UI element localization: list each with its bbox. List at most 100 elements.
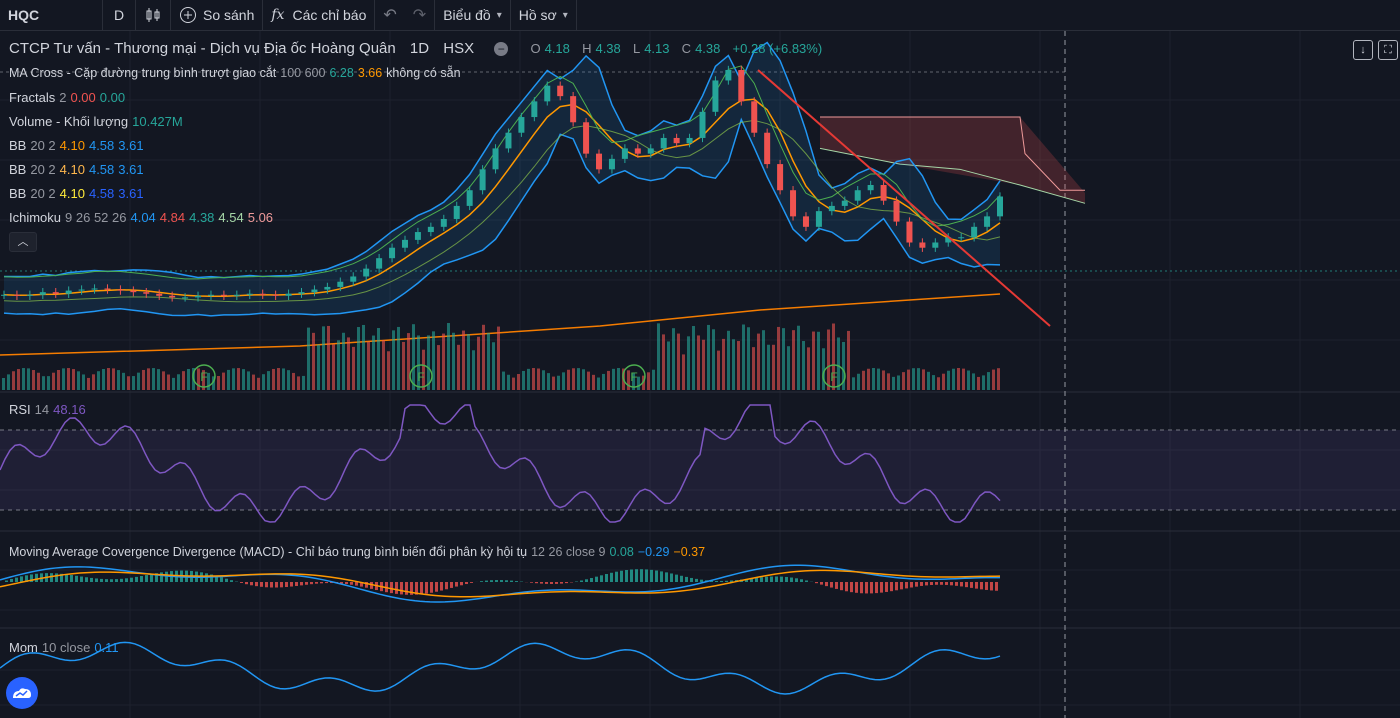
macd-histogram-bar [60, 573, 63, 582]
macd-histogram-value: 0.08 [609, 545, 634, 559]
macd-histogram-bar [855, 582, 858, 593]
volume-bar [817, 331, 820, 390]
volume-bar [207, 372, 210, 390]
candle-body [182, 297, 189, 299]
volume-bar [567, 369, 570, 390]
interval-button[interactable]: D [113, 7, 125, 23]
candle-body [376, 258, 383, 269]
macd-histogram-bar [710, 580, 713, 582]
macd-histogram-bar [700, 579, 703, 582]
macd-histogram-bar [55, 573, 58, 582]
legend-volume[interactable]: Volume - Khối lượng 10.427M [9, 114, 187, 129]
macd-histogram-bar [555, 582, 558, 584]
bb-lower: 3.61 [118, 162, 144, 177]
volume-bar [92, 374, 95, 390]
volume-bar [932, 375, 935, 390]
symbol-interval: 1D [409, 40, 430, 57]
candle-body [350, 276, 357, 282]
legend-ichimoku[interactable]: Ichimoku 9 26 52 26 4.04 4.84 4.38 4.54 5.06 [9, 210, 277, 225]
volume-bar [702, 339, 705, 390]
indicators-button[interactable]: fx Các chỉ báo [263, 0, 374, 30]
candle-body [259, 293, 266, 295]
fractals-name: Fractals [9, 90, 56, 105]
candle-body [65, 290, 72, 294]
bb-name: BB [9, 162, 27, 177]
volume-bar [832, 323, 835, 390]
candle-body [647, 148, 654, 154]
bb-lower-line [3, 117, 1001, 317]
macd-histogram-bar [690, 577, 693, 582]
macd-histogram-bar [315, 582, 318, 584]
macd-histogram-bar [940, 582, 943, 585]
volume-bar [827, 329, 830, 390]
macd-histogram-bar [470, 582, 473, 583]
compare-button[interactable]: So sánh [171, 0, 262, 30]
macd-histogram-bar [955, 582, 958, 586]
ichimoku-lagging-line [3, 65, 1001, 280]
macd-histogram-bar [280, 582, 283, 588]
candle-body [596, 153, 603, 170]
volume-bar [992, 369, 995, 390]
legend-fractals[interactable]: Fractals 2 0.00 0.00 [9, 90, 129, 105]
volume-bar [87, 377, 90, 390]
legend-ma-cross[interactable]: MA Cross - Cặp đường trung bình trượt gi… [9, 66, 465, 80]
volume-bar [242, 369, 245, 390]
macd-histogram-bar [215, 575, 218, 582]
tradingview-logo-icon[interactable] [6, 677, 38, 709]
macd-params: 12 26 close 9 [531, 545, 606, 559]
macd-histogram-bar [875, 582, 878, 594]
volume-bar [132, 376, 135, 390]
legend-bb-1[interactable]: BB 20 2 4.10 4.58 3.61 [9, 138, 148, 153]
hide-minus-icon[interactable]: − [494, 42, 509, 57]
redo-button[interactable]: ↷ [405, 0, 434, 30]
macd-histogram-bar [365, 582, 368, 588]
bb-lower: 3.61 [118, 138, 144, 153]
undo-button[interactable]: ↶ [375, 0, 404, 30]
legend-rsi[interactable]: RSI 14 48.16 [9, 402, 90, 417]
volume-bar [212, 376, 215, 390]
collapse-legend-button[interactable]: ︿ [9, 232, 37, 252]
macd-histogram-bar [345, 582, 348, 585]
volume-bar [172, 377, 175, 390]
macd-histogram-bar [800, 579, 803, 582]
ichimoku-lead-b: 5.06 [247, 210, 274, 225]
ichimoku-params: 9 26 52 26 [65, 210, 127, 225]
candle-body [479, 169, 486, 191]
profile-menu-button[interactable]: Hồ sơ ▾ [511, 0, 576, 30]
macd-histogram-bar [500, 580, 503, 582]
volume-bar [952, 368, 955, 390]
scroll-down-button[interactable]: ↓ [1353, 40, 1373, 60]
volume-bar [292, 372, 295, 390]
rsi-params: 14 [34, 402, 50, 417]
volume-bar [52, 372, 55, 390]
candle-body [919, 242, 926, 248]
trendline-drawing[interactable] [757, 69, 1051, 327]
legend-bb-2[interactable]: BB 20 2 4.10 4.58 3.61 [9, 162, 148, 177]
volume-bar [97, 371, 100, 390]
fractal-label: F [830, 370, 837, 384]
chart-style-button[interactable] [136, 0, 170, 30]
macd-histogram-bar [745, 578, 748, 582]
macd-histogram-bar [755, 577, 758, 582]
chart-menu-button[interactable]: Biểu đồ ▾ [435, 0, 510, 30]
fullscreen-button[interactable]: ⛶ [1378, 40, 1398, 60]
volume-bar [187, 368, 190, 390]
candle-body [427, 226, 434, 233]
legend-macd[interactable]: Moving Average Covergence Divergence (MA… [9, 545, 709, 559]
legend-bb-3[interactable]: BB 20 2 4.10 4.58 3.61 [9, 186, 148, 201]
momentum-series [0, 641, 1001, 695]
volume-bar [662, 334, 665, 390]
volume-bar [722, 338, 725, 390]
volume-bar [632, 373, 635, 390]
volume-bar [137, 372, 140, 390]
macd-histogram-bar [615, 571, 618, 582]
volume-bar [687, 336, 690, 390]
macd-histogram-bar [780, 576, 783, 582]
symbol-name[interactable]: CTCP Tư vấn - Thương mại - Dịch vụ Địa ố… [9, 40, 396, 57]
symbol-search[interactable]: HQC [8, 7, 40, 23]
macd-histogram-bar [485, 580, 488, 582]
legend-mom[interactable]: Mom 10 close 0.11 [9, 640, 123, 655]
volume-bar [247, 371, 250, 390]
